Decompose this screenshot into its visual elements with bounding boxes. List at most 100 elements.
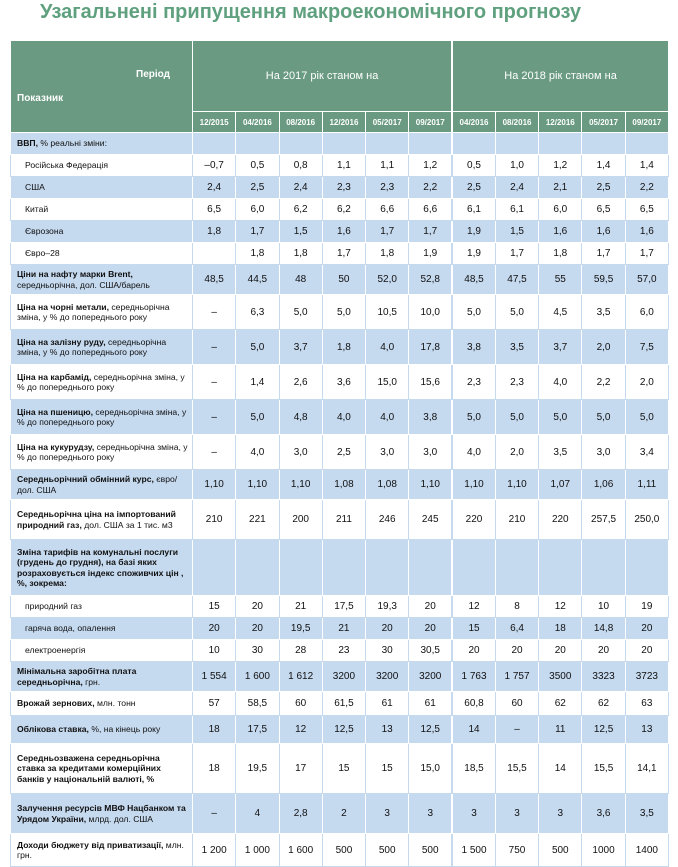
value-cell: 2,2 xyxy=(408,176,453,199)
table-row: електроенергія 10 30 28 23 30 30,5 20 20 20 20 20 xyxy=(10,639,670,662)
value-cell: 2,0 xyxy=(624,364,670,400)
empty-cell xyxy=(235,539,280,596)
row-label: Ціна на чорні метали, середньорічна змін… xyxy=(10,294,193,330)
value-cell: 257,5 xyxy=(581,499,626,540)
value-cell: 30 xyxy=(365,639,410,662)
value-cell: 63 xyxy=(624,691,670,716)
row-label-text: середньорічна зміна, у % до попереднього… xyxy=(17,371,185,393)
value-cell: 60 xyxy=(278,691,323,716)
value-cell: 57 xyxy=(191,691,237,716)
table-row: Ціна на карбамід, середньорічна зміна, у… xyxy=(10,364,670,400)
row-label-text: гаряча вода, опалення xyxy=(25,623,116,634)
value-cell: 5,0 xyxy=(451,294,496,330)
row-label: Китай xyxy=(10,198,193,221)
value-cell: 6,4 xyxy=(494,617,540,640)
value-cell: 3,0 xyxy=(365,434,410,470)
value-cell: 1,1 xyxy=(365,154,410,177)
value-cell: 2,3 xyxy=(365,176,410,199)
empty-cell xyxy=(365,539,410,596)
value-cell: 15,0 xyxy=(408,743,453,794)
row-label: Облікова ставка, %, на кінець року xyxy=(10,715,193,744)
value-cell: 1,2 xyxy=(408,154,453,177)
value-cell: 3723 xyxy=(624,661,670,692)
value-cell: 221 xyxy=(235,499,280,540)
row-label: Євро–28 xyxy=(10,242,193,265)
empty-cell xyxy=(191,242,237,265)
value-cell: 4 xyxy=(235,793,280,834)
value-cell: 6,5 xyxy=(624,198,670,221)
value-cell: 15 xyxy=(321,743,367,794)
value-cell: 48 xyxy=(278,264,323,295)
value-cell: 1,0 xyxy=(494,154,540,177)
empty-cell xyxy=(538,132,583,155)
value-cell: 1 000 xyxy=(235,833,280,867)
value-cell: 13 xyxy=(624,715,670,744)
value-cell: 3 xyxy=(408,793,453,834)
row-label-text: середньорічна зміна, у % до попереднього… xyxy=(17,441,188,463)
empty-cell xyxy=(408,132,453,155)
value-cell: 1,8 xyxy=(538,242,583,265)
value-cell: 210 xyxy=(494,499,540,540)
value-cell: 12,5 xyxy=(581,715,626,744)
table-row: Доходи бюджету від приватизації, млн. гр… xyxy=(10,833,670,867)
value-cell: 1,8 xyxy=(191,220,237,243)
value-cell: 3,6 xyxy=(321,364,367,400)
row-label-text: середньорічна зміна, у % до попереднього… xyxy=(17,406,187,428)
value-cell: 14,1 xyxy=(624,743,670,794)
row-label-bold: Середньорічна ціна на імпортований приро… xyxy=(17,509,176,530)
row-label-bold: Середньозважена середньорічна ставка за … xyxy=(17,752,161,784)
value-cell: 0,5 xyxy=(235,154,280,177)
value-cell: 3,8 xyxy=(408,399,453,435)
value-cell: 3,5 xyxy=(581,294,626,330)
value-cell: 3,0 xyxy=(408,434,453,470)
value-cell: 7,5 xyxy=(624,329,670,365)
empty-cell xyxy=(538,539,583,596)
row-label-bold: Ціна на пшеницю, xyxy=(17,406,93,417)
value-cell: 19 xyxy=(624,595,670,618)
value-cell: 6,0 xyxy=(235,198,280,221)
value-cell: 12 xyxy=(538,595,583,618)
period-label: Період xyxy=(136,69,170,80)
table-row: Залучення ресурсів МВФ Нацбанком та Уряд… xyxy=(10,793,670,834)
value-cell: 1400 xyxy=(624,833,670,867)
value-cell: 3,0 xyxy=(581,434,626,470)
value-cell: 30 xyxy=(235,639,280,662)
row-label: США xyxy=(10,176,193,199)
empty-cell xyxy=(408,539,453,596)
empty-cell xyxy=(278,539,323,596)
value-cell: 2,0 xyxy=(581,329,626,365)
row-label-text: грн. xyxy=(85,676,101,687)
value-cell: 1,7 xyxy=(235,220,280,243)
value-cell: 1,10 xyxy=(494,469,540,500)
value-cell: 3200 xyxy=(365,661,410,692)
value-cell: 48,5 xyxy=(191,264,237,295)
row-label-text: природний газ xyxy=(25,601,82,612)
value-cell: 1,07 xyxy=(538,469,583,500)
value-cell: 1 600 xyxy=(235,661,280,692)
row-label: ВВП, % реальні зміни: xyxy=(10,132,193,155)
value-cell: 21 xyxy=(278,595,323,618)
empty-cell xyxy=(278,132,323,155)
value-cell: 1,10 xyxy=(278,469,323,500)
value-cell: 6,0 xyxy=(538,198,583,221)
value-cell: 18,5 xyxy=(451,743,496,794)
value-cell: 5,0 xyxy=(235,329,280,365)
row-label: Середньорічна ціна на імпортований приро… xyxy=(10,499,193,540)
value-cell: 5,0 xyxy=(581,399,626,435)
value-cell: 13 xyxy=(365,715,410,744)
indicator-label: Показник xyxy=(17,93,64,104)
date-header: 12/2016 xyxy=(538,111,583,133)
table-row: Мінімальна заробітна плата середньорічна… xyxy=(10,661,670,692)
value-cell: 3,4 xyxy=(624,434,670,470)
row-label: Залучення ресурсів МВФ Нацбанком та Уряд… xyxy=(10,793,193,834)
value-cell: 6,3 xyxy=(235,294,280,330)
value-cell: 2,4 xyxy=(191,176,237,199)
empty-cell xyxy=(451,539,496,596)
value-cell: 2,5 xyxy=(235,176,280,199)
value-cell: 60 xyxy=(494,691,540,716)
value-cell: 3 xyxy=(538,793,583,834)
value-cell: 5,0 xyxy=(451,399,496,435)
value-cell: 1,8 xyxy=(321,329,367,365)
value-cell: 2,5 xyxy=(451,176,496,199)
table-row: Зміна тарифів на комунальні послуги (гру… xyxy=(10,539,670,596)
